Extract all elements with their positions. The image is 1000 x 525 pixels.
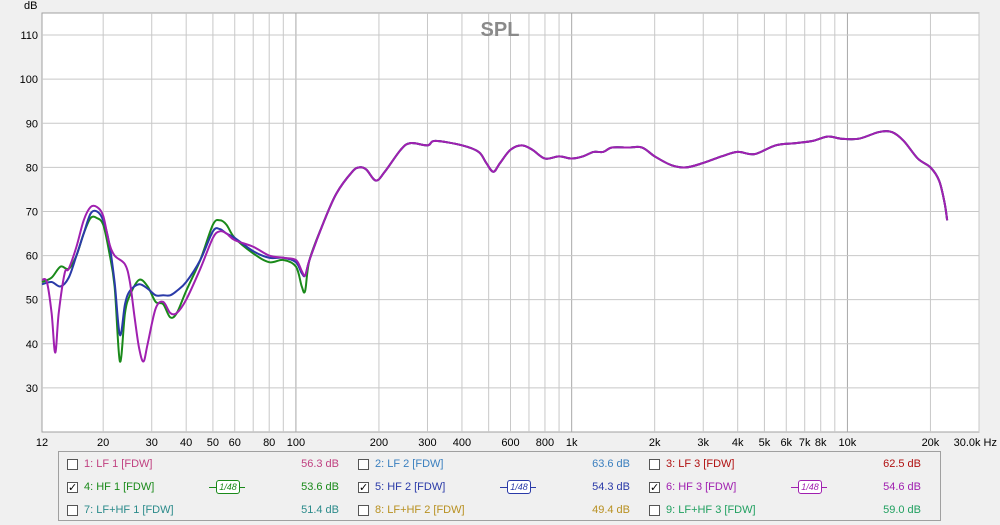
legend-value-lfhf1: 51.4 dB xyxy=(301,504,339,516)
x-tick-label: 10k xyxy=(839,437,857,449)
x-tick-label: 5k xyxy=(759,437,771,449)
x-tick-label: 8k xyxy=(815,437,827,449)
legend-label-lfhf3: 9: LF+HF 3 [FDW] xyxy=(666,504,756,516)
smoothing-badge-hf2[interactable]: 1/48 xyxy=(500,480,536,494)
legend-checkbox-lfhf1[interactable] xyxy=(67,505,78,516)
y-tick-label: 90 xyxy=(26,118,38,130)
x-tick-label: 100 xyxy=(287,437,305,449)
x-tick-label: 80 xyxy=(263,437,275,449)
legend-label-hf1: 4: HF 1 [FDW] xyxy=(84,481,155,493)
legend-checkbox-lf3[interactable] xyxy=(649,459,660,470)
y-tick-label: 80 xyxy=(26,162,38,174)
smoothing-badge-hf3[interactable]: 1/48 xyxy=(791,480,827,494)
y-tick-label: 70 xyxy=(26,206,38,218)
legend-label-hf3: 6: HF 3 [FDW] xyxy=(666,481,737,493)
legend-label-lf1: 1: LF 1 [FDW] xyxy=(84,458,153,470)
x-tick-label: 6k xyxy=(780,437,792,449)
legend-row: ✓ 4: HF 1 [FDW] 1/48 53.6 dB ✓ 5: HF 2 [… xyxy=(59,478,940,498)
x-tick-label: 50 xyxy=(207,437,219,449)
x-tick-label: 1k xyxy=(566,437,578,449)
legend-item-lf2[interactable]: 2: LF 2 [FDW] 63.6 dB xyxy=(350,455,640,475)
x-tick-label: 12 xyxy=(36,437,48,449)
x-tick-label: 30.0k Hz xyxy=(954,437,997,449)
spl-chart: 30 40 50 60 70 80 90 100 110 dB 12 20 30 40 50 60 80 100 2… xyxy=(20,0,997,449)
legend-item-hf1[interactable]: ✓ 4: HF 1 [FDW] 1/48 53.6 dB xyxy=(59,478,349,498)
legend-value-hf2: 54.3 dB xyxy=(592,481,630,493)
y-tick-label: 50 xyxy=(26,295,38,307)
legend-checkbox-hf1[interactable]: ✓ xyxy=(67,481,78,494)
legend-label-lf3: 3: LF 3 [FDW] xyxy=(666,458,735,470)
x-tick-label: 20 xyxy=(97,437,109,449)
legend-item-hf2[interactable]: ✓ 5: HF 2 [FDW] 1/48 54.3 dB xyxy=(350,478,640,498)
x-tick-label: 800 xyxy=(536,437,554,449)
legend-checkbox-lf1[interactable] xyxy=(67,459,78,470)
y-tick-label: 40 xyxy=(26,339,38,351)
legend-value-lfhf2: 49.4 dB xyxy=(592,504,630,516)
legend-item-lfhf3[interactable]: 9: LF+HF 3 [FDW] 59.0 dB xyxy=(641,501,931,521)
spl-chart-svg: 30 40 50 60 70 80 90 100 110 dB 12 20 30 40 50 60 80 100 2… xyxy=(20,0,997,449)
x-tick-label: 600 xyxy=(501,437,519,449)
legend-checkbox-lf2[interactable] xyxy=(358,459,369,470)
x-tick-label: 20k xyxy=(922,437,940,449)
legend-label-lfhf1: 7: LF+HF 1 [FDW] xyxy=(84,504,174,516)
legend-item-lfhf2[interactable]: 8: LF+HF 2 [FDW] 49.4 dB xyxy=(350,501,640,521)
legend-checkbox-lfhf2[interactable] xyxy=(358,505,369,516)
x-tick-label: 300 xyxy=(418,437,436,449)
legend-row: 7: LF+HF 1 [FDW] 51.4 dB 8: LF+HF 2 [FDW… xyxy=(59,501,940,521)
legend-label-lf2: 2: LF 2 [FDW] xyxy=(375,458,444,470)
legend-label-lfhf2: 8: LF+HF 2 [FDW] xyxy=(375,504,465,516)
legend-label-hf2: 5: HF 2 [FDW] xyxy=(375,481,446,493)
legend-checkbox-lfhf3[interactable] xyxy=(649,505,660,516)
x-tick-label: 3k xyxy=(697,437,709,449)
legend-value-lfhf3: 59.0 dB xyxy=(883,504,921,516)
legend-value-hf3: 54.6 dB xyxy=(883,481,921,493)
legend-checkbox-hf2[interactable]: ✓ xyxy=(358,481,369,494)
legend-item-lf3[interactable]: 3: LF 3 [FDW] 62.5 dB xyxy=(641,455,931,475)
legend-item-lf1[interactable]: 1: LF 1 [FDW] 56.3 dB xyxy=(59,455,349,475)
smoothing-label-hf1: 1/48 xyxy=(216,480,240,494)
legend-panel: 1: LF 1 [FDW] 56.3 dB 2: LF 2 [FDW] 63.6… xyxy=(58,451,941,521)
legend-item-hf3[interactable]: ✓ 6: HF 3 [FDW] 1/48 54.6 dB xyxy=(641,478,931,498)
legend-value-lf2: 63.6 dB xyxy=(592,458,630,470)
legend-value-lf3: 62.5 dB xyxy=(883,458,921,470)
y-tick-label: 110 xyxy=(20,30,38,42)
x-tick-label: 200 xyxy=(370,437,388,449)
chart-title: SPL xyxy=(481,19,520,41)
y-axis-label: dB xyxy=(24,0,37,12)
y-tick-label: 100 xyxy=(20,74,38,86)
x-tick-label: 7k xyxy=(799,437,811,449)
legend-value-lf1: 56.3 dB xyxy=(301,458,339,470)
x-tick-label: 30 xyxy=(146,437,158,449)
x-tick-label: 4k xyxy=(732,437,744,449)
legend-checkbox-hf3[interactable]: ✓ xyxy=(649,481,660,494)
legend-item-lfhf1[interactable]: 7: LF+HF 1 [FDW] 51.4 dB xyxy=(59,501,349,521)
smoothing-label-hf3: 1/48 xyxy=(798,480,822,494)
smoothing-label-hf2: 1/48 xyxy=(507,480,531,494)
series-line-hf3 xyxy=(41,130,949,363)
x-tick-label: 400 xyxy=(453,437,471,449)
x-tick-label: 2k xyxy=(649,437,661,449)
x-tick-label: 60 xyxy=(229,437,241,449)
smoothing-badge-hf1[interactable]: 1/48 xyxy=(209,480,245,494)
legend-row: 1: LF 1 [FDW] 56.3 dB 2: LF 2 [FDW] 63.6… xyxy=(59,455,940,475)
legend-value-hf1: 53.6 dB xyxy=(301,481,339,493)
x-tick-label: 40 xyxy=(180,437,192,449)
y-tick-label: 30 xyxy=(26,383,38,395)
y-tick-label: 60 xyxy=(26,251,38,263)
